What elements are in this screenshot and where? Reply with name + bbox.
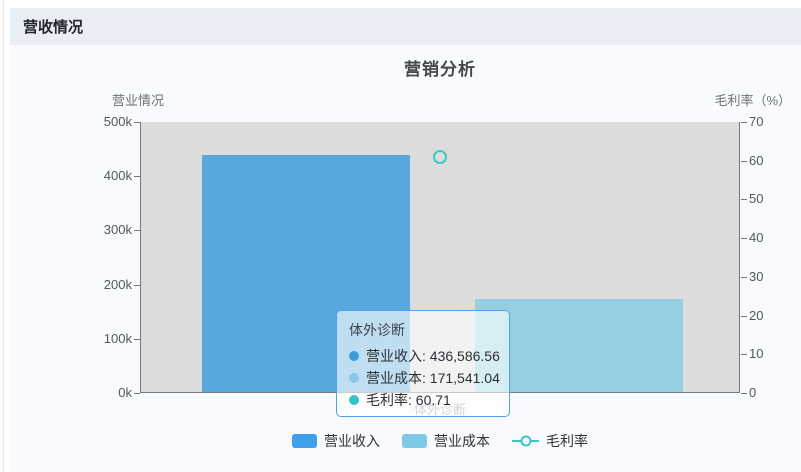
tooltip-row: 营业成本: 171,541.04 xyxy=(349,367,500,389)
tooltip-row-sep: : xyxy=(408,392,416,408)
right-axis-tick-label: 50 xyxy=(749,191,764,206)
bar-swatch-icon xyxy=(292,434,317,448)
legend-label: 营业收入 xyxy=(324,433,380,449)
chart-title: 营销分析 xyxy=(404,60,476,79)
legend-label: 营业成本 xyxy=(434,433,490,449)
tooltip-row: 营业收入: 436,586.56 xyxy=(349,345,500,367)
tooltip: 体外诊断 营业收入: 436,586.56 营业成本: 171,541.04 毛… xyxy=(336,310,510,417)
bar-swatch-icon xyxy=(402,434,427,448)
right-axis-tick-label: 10 xyxy=(749,346,764,361)
left-axis-name: 营业情况 xyxy=(112,93,165,108)
panel-title: 营收情况 xyxy=(23,19,84,36)
right-axis-name: 毛利率（%） xyxy=(714,93,791,108)
right-axis-tick-mark xyxy=(741,316,747,317)
right-axis-tick-mark xyxy=(741,199,747,200)
legend: 营业收入 营业成本 毛利率 xyxy=(140,431,740,451)
series-dot-icon xyxy=(349,351,359,361)
series-dot-icon xyxy=(349,373,359,383)
tooltip-title: 体外诊断 xyxy=(349,322,405,338)
tooltip-row: 毛利率: 60.71 xyxy=(349,389,497,411)
right-axis-tick-label: 60 xyxy=(749,153,764,168)
right-axis-tick-mark xyxy=(741,161,747,162)
left-axis-tick-mark xyxy=(134,285,140,286)
left-axis-tick-label: 0k xyxy=(118,385,132,400)
legend-item-gross-margin[interactable]: 毛利率 xyxy=(512,431,588,451)
legend-item-revenue[interactable]: 营业收入 xyxy=(292,431,380,451)
left-axis-tick-mark xyxy=(134,393,140,394)
left-axis-tick-label: 500k xyxy=(103,114,132,129)
gross-margin-point[interactable] xyxy=(433,150,447,164)
tooltip-row-value: 60.71 xyxy=(415,392,451,408)
panel-header: 营收情况 xyxy=(10,8,801,45)
right-axis-tick-mark xyxy=(741,238,747,239)
left-axis-tick-mark xyxy=(134,176,140,177)
page-left-divider xyxy=(3,0,4,472)
legend-label: 毛利率 xyxy=(546,433,588,449)
left-axis-tick-label: 100k xyxy=(103,331,132,346)
legend-item-cost[interactable]: 营业成本 xyxy=(402,431,490,451)
tooltip-row-value: 436,586.56 xyxy=(429,348,500,364)
series-dot-icon xyxy=(349,395,359,405)
left-axis-tick-mark xyxy=(134,122,140,123)
right-axis-tick-label: 20 xyxy=(749,308,764,323)
right-axis-tick-label: 40 xyxy=(749,230,764,245)
right-axis-tick-mark xyxy=(741,393,747,394)
right-axis-tick-label: 70 xyxy=(749,114,764,129)
right-axis-tick-mark xyxy=(741,122,747,123)
right-axis-tick-mark xyxy=(741,354,747,355)
left-axis-tick-label: 200k xyxy=(103,277,132,292)
tooltip-row-value: 171,541.04 xyxy=(429,370,500,386)
tooltip-row-label: 毛利率 xyxy=(366,392,408,408)
left-axis-tick-mark xyxy=(134,230,140,231)
left-axis-tick-mark xyxy=(134,339,140,340)
right-axis-tick-label: 30 xyxy=(749,269,764,284)
line-circle-icon xyxy=(512,434,539,448)
left-axis-tick-label: 400k xyxy=(103,168,132,183)
right-axis-tick-label: 0 xyxy=(749,385,757,400)
tooltip-row-sep: : xyxy=(422,348,430,364)
tooltip-row-label: 营业成本 xyxy=(366,370,422,386)
left-axis-tick-label: 300k xyxy=(103,222,132,237)
tooltip-row-label: 营业收入 xyxy=(366,348,422,364)
tooltip-row-sep: : xyxy=(422,370,430,386)
right-axis-tick-mark xyxy=(741,277,747,278)
